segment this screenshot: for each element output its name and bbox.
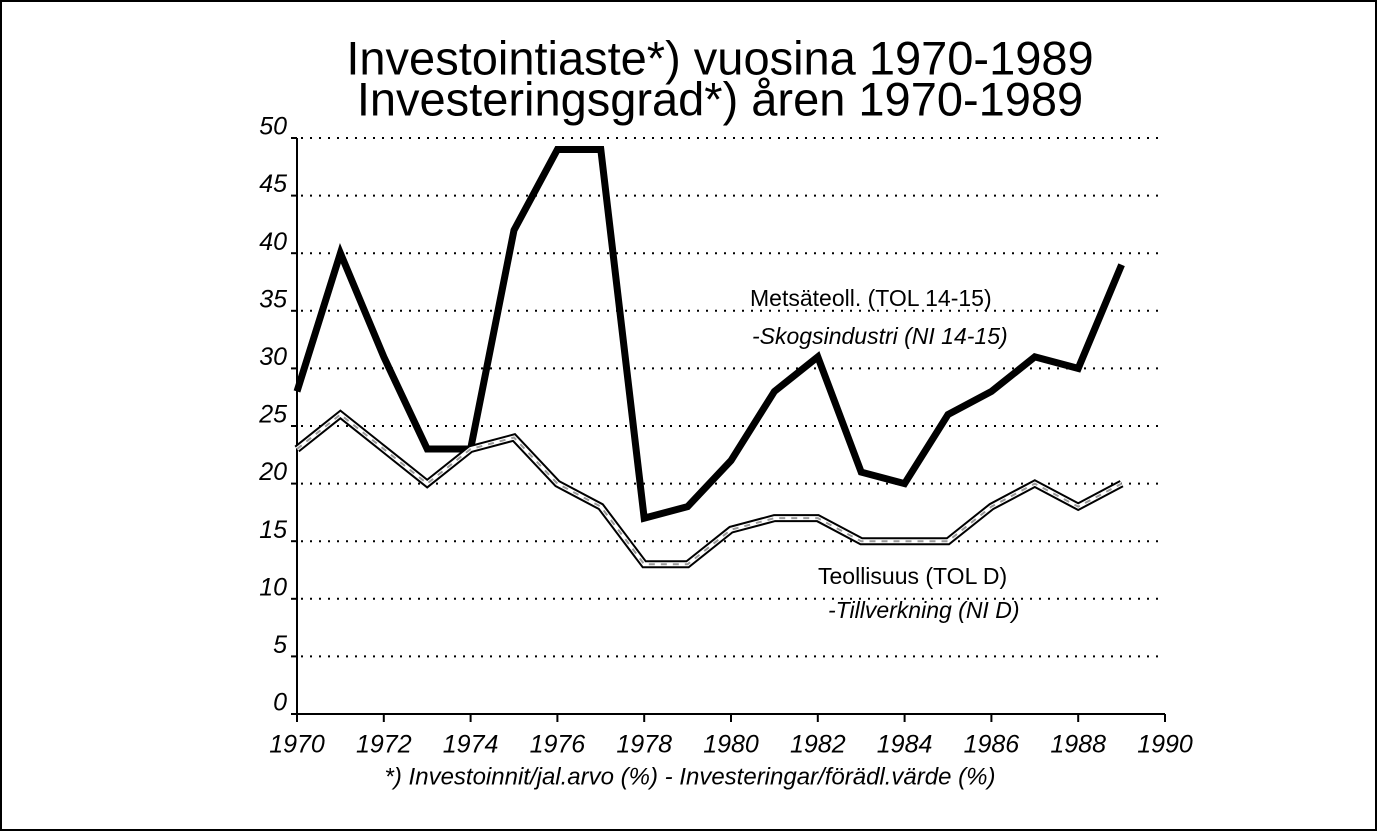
y-tick-label: 35 (259, 285, 287, 313)
series-label: Metsäteoll. (TOL 14-15) (750, 285, 992, 311)
x-tick-label: 1990 (1137, 731, 1193, 759)
x-tick-label: 1970 (269, 731, 325, 759)
x-tick-label: 1982 (790, 731, 846, 759)
y-tick-label: 50 (259, 113, 287, 141)
y-tick-label: 20 (258, 458, 287, 486)
x-tick-label: 1986 (964, 731, 1020, 759)
y-tick-label: 10 (259, 573, 287, 601)
x-tick-label: 1974 (443, 731, 499, 759)
y-tick-label: 15 (259, 516, 287, 544)
x-tick-label: 1972 (356, 731, 412, 759)
series-line (293, 146, 1125, 523)
chart-title: Investeringsgrad*) åren 1970-1989 (357, 72, 1083, 125)
y-tick-label: 40 (259, 228, 287, 256)
x-tick-label: 1978 (616, 731, 672, 759)
y-tick-label: 25 (258, 401, 287, 429)
y-tick-label: 0 (273, 689, 287, 717)
y-tick-label: 5 (273, 631, 287, 659)
series-line-dash (296, 413, 1123, 566)
series-sublabel: -Tillverkning (NI D) (828, 597, 1019, 623)
y-tick-label: 45 (259, 170, 287, 198)
y-tick-label: 30 (259, 343, 287, 371)
chart-title: Investointiaste*) vuosina 1970-1989 (346, 31, 1093, 84)
x-tick-label: 1976 (530, 731, 586, 759)
x-tick-label: 1988 (1050, 731, 1106, 759)
x-tick-label: 1984 (877, 731, 933, 759)
footnote: *) Investoinnit/jal.arvo (%) - Investeri… (385, 763, 996, 790)
series-label: Teollisuus (TOL D) (818, 563, 1007, 589)
x-tick-label: 1980 (703, 731, 759, 759)
series-sublabel: -Skogsindustri (NI 14-15) (752, 323, 1008, 349)
